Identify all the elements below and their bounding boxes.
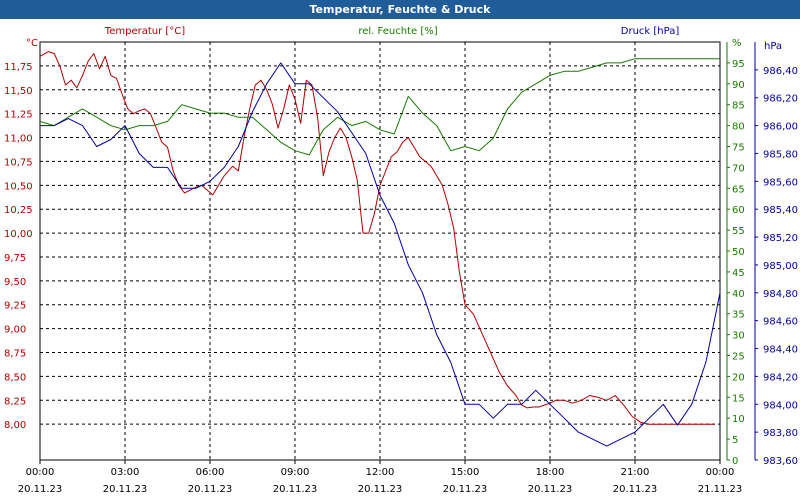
humidity-tick-label: 70	[732, 163, 745, 174]
humidity-tick-label: 85	[732, 101, 745, 112]
temperature-tick-label: 9,50	[4, 277, 26, 288]
pressure-tick-label: 985,40	[763, 205, 798, 216]
x-tick-time-label: 12:00	[366, 467, 395, 478]
temperature-tick-label: 10,00	[4, 229, 33, 240]
x-tick-time-label: 18:00	[536, 467, 565, 478]
temperature-tick-label: 11,00	[4, 134, 33, 145]
temperature-tick-label: 10,50	[4, 181, 33, 192]
plot-frame	[39, 41, 721, 461]
temperature-tick-label: 8,75	[4, 349, 26, 360]
temperature-unit-label: °C	[26, 38, 38, 49]
pressure-tick-label: 985,20	[763, 233, 798, 244]
temperature-tick-label: 9,25	[4, 301, 26, 312]
chart-series	[39, 51, 721, 447]
x-tick-time-label: 15:00	[451, 467, 480, 478]
chart-axes	[39, 41, 758, 464]
pressure-tick-label: 984,00	[763, 400, 798, 411]
pressure-tick-label: 984,80	[763, 289, 798, 300]
chart-labels: 8,00 8,25 8,50 8,75 9,00 9,25 9,50 9,75 10,00 10,…	[4, 26, 798, 495]
x-tick-date-label: 21.11.23	[698, 484, 743, 495]
pressure-series-line	[40, 62, 721, 447]
temperature-tick-label: 8,25	[4, 396, 26, 407]
x-tick-date-label: 20.11.23	[528, 484, 573, 495]
pressure-tick-label: 986,40	[763, 66, 798, 77]
humidity-series-label: rel. Feuchte [%]	[358, 26, 437, 37]
x-tick-date-label: 20.11.23	[18, 484, 63, 495]
x-tick-time-label: 09:00	[281, 467, 310, 478]
pressure-unit-label: hPa	[764, 41, 782, 52]
humidity-tick-label: 65	[732, 184, 745, 195]
humidity-tick-label: 20	[732, 372, 745, 383]
pressure-tick-label: 985,60	[763, 177, 798, 188]
x-tick-time-label: 21:00	[621, 467, 650, 478]
humidity-tick-label: 40	[732, 289, 745, 300]
humidity-tick-label: 10	[732, 414, 745, 425]
pressure-tick-label: 986,00	[763, 122, 798, 133]
x-tick-date-label: 20.11.23	[273, 484, 318, 495]
temperature-tick-label: 9,00	[4, 325, 26, 336]
temperature-tick-label: 11,50	[4, 86, 33, 97]
x-tick-time-label: 06:00	[196, 467, 225, 478]
temperature-tick-label: 10,75	[4, 157, 33, 168]
humidity-tick-label: 15	[732, 393, 745, 404]
humidity-tick-label: 95	[732, 59, 745, 70]
x-tick-date-label: 20.11.23	[358, 484, 403, 495]
humidity-tick-label: 80	[732, 122, 745, 133]
humidity-tick-label: 55	[732, 226, 745, 237]
humidity-tick-label: 45	[732, 268, 745, 279]
temperature-series-label: Temperatur [°C]	[104, 26, 185, 37]
pressure-tick-label: 983,80	[763, 428, 798, 439]
humidity-tick-label: 35	[732, 310, 745, 321]
temperature-tick-label: 8,50	[4, 372, 26, 383]
humidity-tick-label: 25	[732, 352, 745, 363]
pressure-tick-label: 985,80	[763, 149, 798, 160]
x-tick-date-label: 20.11.23	[613, 484, 658, 495]
temperature-tick-label: 8,00	[4, 420, 26, 431]
temperature-tick-label: 11,25	[4, 110, 33, 121]
x-tick-time-label: 03:00	[111, 467, 140, 478]
humidity-tick-label: 50	[732, 247, 745, 258]
temperature-tick-label: 10,25	[4, 205, 33, 216]
x-tick-date-label: 20.11.23	[443, 484, 488, 495]
pressure-tick-label: 985,00	[763, 261, 798, 272]
x-tick-time-label: 00:00	[26, 467, 55, 478]
humidity-tick-label: 60	[732, 205, 745, 216]
humidity-tick-label: 30	[732, 331, 745, 342]
x-tick-time-label: 00:00	[706, 467, 735, 478]
humidity-unit-label: %	[732, 38, 742, 49]
humidity-tick-label: 75	[732, 143, 745, 154]
temperature-tick-label: 9,75	[4, 253, 26, 264]
pressure-series-label: Druck [hPa]	[621, 26, 680, 37]
humidity-tick-label: 5	[732, 435, 738, 446]
x-tick-date-label: 20.11.23	[103, 484, 148, 495]
temperature-series-line	[39, 51, 715, 425]
pressure-tick-label: 984,40	[763, 345, 798, 356]
x-tick-date-label: 20.11.23	[188, 484, 233, 495]
temperature-tick-label: 11,75	[4, 62, 33, 73]
humidity-series-line	[39, 58, 720, 156]
chart-grid	[40, 42, 720, 460]
pressure-tick-label: 983,60	[763, 456, 798, 467]
pressure-tick-label: 984,20	[763, 372, 798, 383]
pressure-tick-label: 984,60	[763, 317, 798, 328]
humidity-tick-label: 90	[732, 80, 745, 91]
pressure-tick-label: 986,20	[763, 94, 798, 105]
humidity-tick-label: 0	[732, 456, 738, 467]
window-title: Temperatur, Feuchte & Druck	[0, 0, 800, 19]
weather-line-chart: 8,00 8,25 8,50 8,75 9,00 9,25 9,50 9,75 10,00 10,…	[4, 26, 798, 495]
